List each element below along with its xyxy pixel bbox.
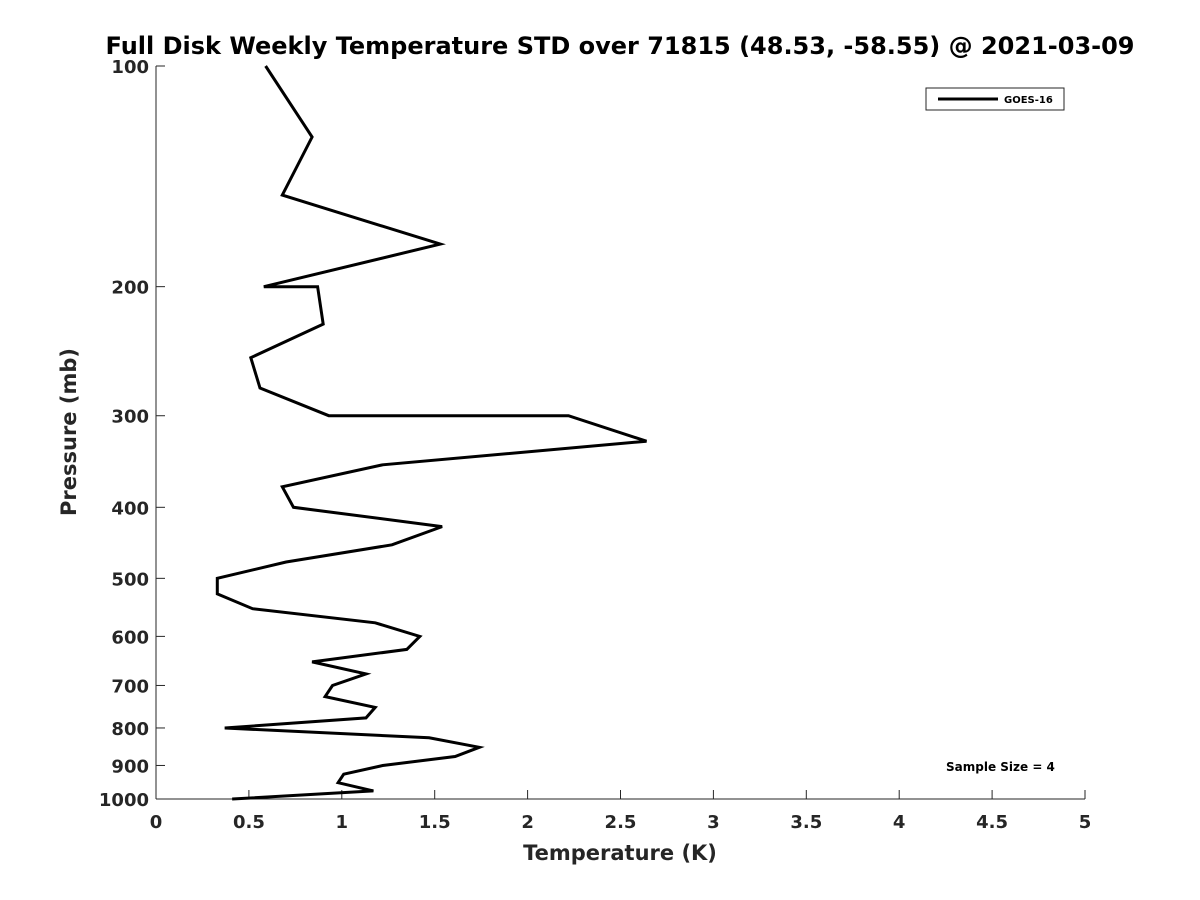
x-tick-label: 0.5 [233, 812, 265, 833]
legend-label: GOES-16 [1004, 95, 1053, 106]
x-tick-label: 1.5 [419, 812, 451, 833]
y-tick-label: 600 [111, 627, 149, 648]
y-tick-label: 100 [111, 57, 149, 78]
x-tick-label: 4 [893, 812, 906, 833]
y-tick-label: 200 [111, 278, 149, 299]
x-tick-label: 1 [336, 812, 349, 833]
chart-title: Full Disk Weekly Temperature STD over 71… [106, 32, 1135, 60]
series-group [215, 65, 647, 801]
y-tick-label: 800 [111, 719, 149, 740]
axes: 0 0.5 1 1.5 2 2.5 3 3.5 4 4.5 5 100 200 300 400 500 600… [99, 57, 1091, 833]
y-tick-label: 300 [111, 407, 149, 428]
y-tick-label: 500 [111, 569, 149, 590]
x-tick-label: 3.5 [790, 812, 822, 833]
legend: GOES-16 [925, 87, 1065, 111]
x-tick-label: 2 [521, 812, 534, 833]
y-axis-label: Pressure (mb) [57, 348, 81, 516]
y-tick-label: 700 [111, 676, 149, 697]
x-tick-label: 5 [1079, 812, 1092, 833]
y-ticks: 100 200 300 400 500 600 700 800 900 1000 [99, 57, 165, 811]
x-ticks: 0 0.5 1 1.5 2 2.5 3 3.5 4 4.5 5 [150, 790, 1092, 833]
series-line [215, 65, 647, 801]
y-tick-label: 400 [111, 498, 149, 519]
y-tick-label: 900 [111, 756, 149, 777]
sample-size-annotation: Sample Size = 4 [946, 760, 1055, 774]
x-tick-label: 2.5 [605, 812, 637, 833]
y-tick-label: 1000 [99, 790, 149, 811]
x-tick-label: 0 [150, 812, 163, 833]
x-axis-label: Temperature (K) [523, 841, 717, 865]
x-tick-label: 3 [707, 812, 720, 833]
x-tick-label: 4.5 [976, 812, 1008, 833]
